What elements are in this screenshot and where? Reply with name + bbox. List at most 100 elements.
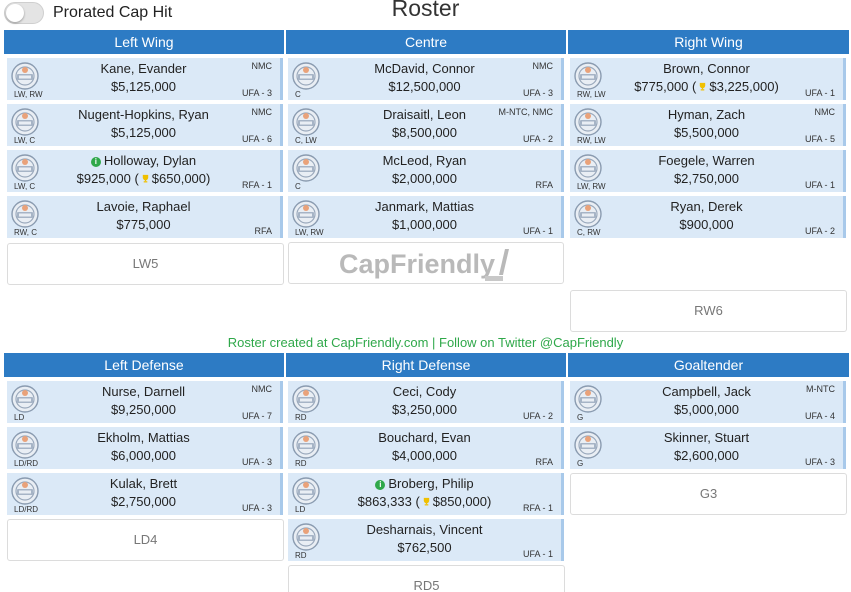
bonus-open-paren: ( <box>130 171 139 186</box>
team-logo-icon <box>574 385 602 413</box>
player-salary-line: $12,500,000 <box>288 79 561 94</box>
player-name: Nurse, Darnell <box>101 384 186 399</box>
player-card[interactable]: LD/RD Kulak, Brett $2,750,000 UFA - 3 <box>7 473 283 515</box>
section-header: Goaltender <box>568 353 849 377</box>
player-card[interactable]: RD Desharnais, Vincent $762,500 UFA - 1 <box>288 519 564 561</box>
player-name: Ceci, Cody <box>392 384 457 399</box>
team-logo-icon <box>11 200 39 228</box>
player-contract: UFA - 2 <box>804 226 835 236</box>
player-salary: $2,750,000 <box>110 494 177 509</box>
player-card[interactable]: LW, RW Kane, Evander $5,125,000 NMC UFA - 3 <box>7 58 283 100</box>
player-salary-line: $5,125,000 <box>7 125 280 140</box>
team-logo-icon <box>11 62 39 90</box>
capfriendly-logo-image: CapFriendly <box>339 249 509 281</box>
player-card[interactable]: LW, C i Holloway, Dylan $925,000 ($650,000)… <box>7 150 283 192</box>
player-name-line: Kane, Evander <box>7 61 280 76</box>
player-name: Janmark, Mattias <box>375 199 474 214</box>
player-salary-line: $2,750,000 <box>570 171 843 186</box>
team-logo-icon <box>574 108 602 136</box>
empty-slot[interactable]: G3 <box>570 473 847 515</box>
player-salary-line: $2,600,000 <box>570 448 843 463</box>
empty-slot[interactable]: LD4 <box>7 519 284 561</box>
section-header: Right Wing <box>568 30 849 54</box>
player-name-line: Janmark, Mattias <box>288 199 561 214</box>
team-logo-icon <box>292 200 320 228</box>
player-salary-line: $775,000 <box>7 217 280 232</box>
player-contract: RFA - 1 <box>522 503 553 513</box>
player-positions: LD/RD <box>14 505 39 514</box>
team-logo-icon <box>292 154 320 182</box>
player-name-line: Draisaitl, Leon <box>288 107 561 122</box>
player-positions: G <box>577 413 584 422</box>
player-salary: $863,333 <box>357 494 412 509</box>
player-positions: RW, C <box>14 228 37 237</box>
team-logo-icon <box>292 62 320 90</box>
capfriendly-logo[interactable]: CapFriendly <box>288 242 564 284</box>
player-salary: $2,600,000 <box>673 448 740 463</box>
info-icon[interactable]: i <box>375 480 386 490</box>
player-clause: NMC <box>532 61 554 71</box>
player-salary-line: $1,000,000 <box>288 217 561 232</box>
player-card[interactable]: LW, RW Janmark, Mattias $1,000,000 UFA - 1 <box>288 196 564 238</box>
bonus-close-paren: ) <box>487 494 492 509</box>
empty-slot[interactable]: RW6 <box>570 290 847 332</box>
player-salary-line: $6,000,000 <box>7 448 280 463</box>
player-salary: $12,500,000 <box>388 79 461 94</box>
player-card[interactable]: C, RW Ryan, Derek $900,000 UFA - 2 <box>570 196 846 238</box>
player-contract: UFA - 6 <box>241 134 272 144</box>
toggle-switch[interactable] <box>4 2 44 24</box>
player-salary: $8,500,000 <box>391 125 458 140</box>
player-card[interactable]: G Skinner, Stuart $2,600,000 UFA - 3 <box>570 427 846 469</box>
empty-slot[interactable]: RD5 <box>288 565 565 592</box>
player-name-line: Foegele, Warren <box>570 153 843 168</box>
player-card[interactable]: RW, C Lavoie, Raphael $775,000 RFA <box>7 196 283 238</box>
section-header: Right Defense <box>286 353 566 377</box>
player-card[interactable]: RD Ceci, Cody $3,250,000 UFA - 2 <box>288 381 564 423</box>
section-header: Left Wing <box>4 30 284 54</box>
team-logo-icon <box>11 108 39 136</box>
player-card[interactable]: LW, RW Foegele, Warren $2,750,000 UFA - 1 <box>570 150 846 192</box>
player-name-line: Lavoie, Raphael <box>7 199 280 214</box>
player-card[interactable]: LD/RD Ekholm, Mattias $6,000,000 UFA - 3 <box>7 427 283 469</box>
player-card[interactable]: G Campbell, Jack $5,000,000 M-NTC UFA - 4 <box>570 381 846 423</box>
player-name: Broberg, Philip <box>388 476 474 491</box>
player-positions: LW, C <box>14 136 36 145</box>
player-card[interactable]: RW, LW Hyman, Zach $5,500,000 NMC UFA - 5 <box>570 104 846 146</box>
player-name-line: Ekholm, Mattias <box>7 430 280 445</box>
empty-slot[interactable]: LW5 <box>7 243 284 285</box>
player-salary: $4,000,000 <box>391 448 458 463</box>
player-contract: UFA - 1 <box>804 88 835 98</box>
player-name: Kane, Evander <box>100 61 187 76</box>
player-card[interactable]: LW, C Nugent-Hopkins, Ryan $5,125,000 NMC UF… <box>7 104 283 146</box>
player-positions: C <box>295 182 301 191</box>
player-salary: $5,125,000 <box>110 79 177 94</box>
player-salary-line: $4,000,000 <box>288 448 561 463</box>
player-card[interactable]: C McLeod, Ryan $2,000,000 RFA <box>288 150 564 192</box>
player-positions: RD <box>295 413 307 422</box>
player-salary-line: $9,250,000 <box>7 402 280 417</box>
footer-note[interactable]: Roster created at CapFriendly.com | Foll… <box>227 335 624 350</box>
player-card[interactable]: RD Bouchard, Evan $4,000,000 RFA <box>288 427 564 469</box>
player-name: Campbell, Jack <box>662 384 751 399</box>
player-salary-line: $5,125,000 <box>7 79 280 94</box>
player-card[interactable]: C, LW Draisaitl, Leon $8,500,000 M-NTC, NMC… <box>288 104 564 146</box>
player-positions: RD <box>295 551 307 560</box>
player-card[interactable]: RW, LW Brown, Connor $775,000 ($3,225,000)… <box>570 58 846 100</box>
prorated-cap-hit-toggle[interactable]: Prorated Cap Hit <box>4 2 172 24</box>
player-clause: M-NTC <box>806 384 835 394</box>
player-clause: NMC <box>251 107 273 117</box>
info-icon[interactable]: i <box>90 157 101 167</box>
player-contract: RFA <box>535 457 553 467</box>
player-salary-line: $2,000,000 <box>288 171 561 186</box>
player-name: Nugent-Hopkins, Ryan <box>78 107 209 122</box>
player-card[interactable]: LD Nurse, Darnell $9,250,000 NMC UFA - 7 <box>7 381 283 423</box>
player-salary-line: $775,000 ($3,225,000) <box>570 79 843 94</box>
player-card[interactable]: C McDavid, Connor $12,500,000 NMC UFA - 3 <box>288 58 564 100</box>
player-salary: $5,000,000 <box>673 402 740 417</box>
team-logo-icon <box>574 154 602 182</box>
player-card[interactable]: LD i Broberg, Philip $863,333 ($850,000) RFA… <box>288 473 564 515</box>
player-positions: LD <box>295 505 306 514</box>
player-salary: $900,000 <box>679 217 734 232</box>
player-name-line: McLeod, Ryan <box>288 153 561 168</box>
player-name: McLeod, Ryan <box>382 153 467 168</box>
